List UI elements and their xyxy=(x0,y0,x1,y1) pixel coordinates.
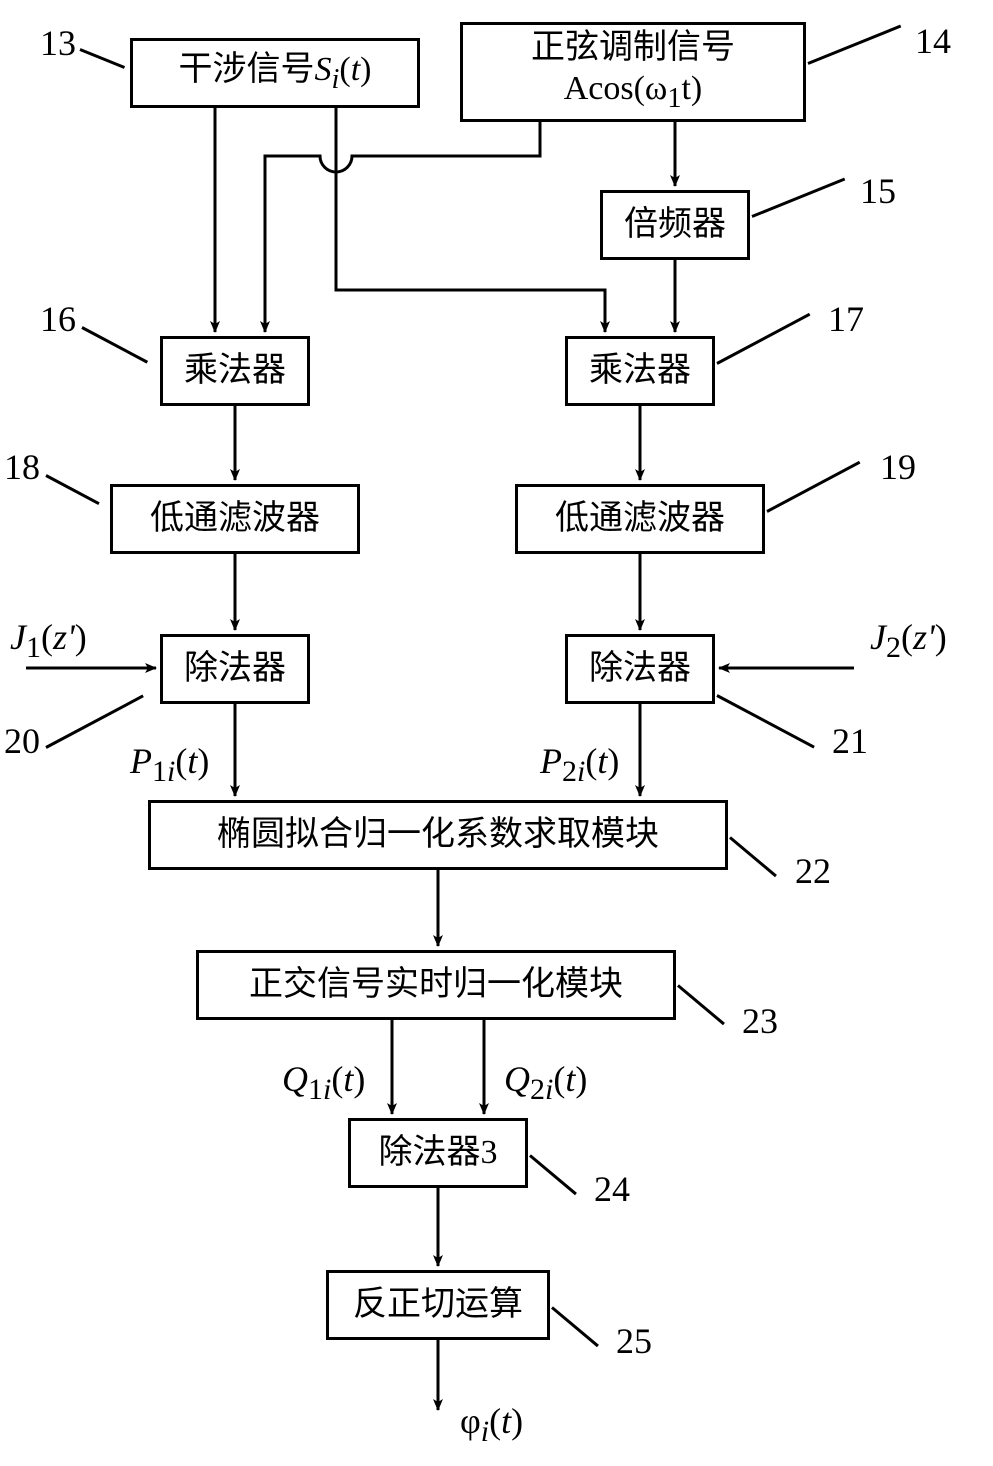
callout-18-line xyxy=(45,474,99,505)
node-15-text: 倍频器 xyxy=(624,205,726,246)
node-divider-1: 除法器 xyxy=(160,634,310,704)
node-arctan: 反正切运算 xyxy=(326,1270,550,1340)
node-normalize: 正交信号实时归一化模块 xyxy=(196,950,676,1020)
label-Q1: Q1i(t) xyxy=(282,1058,365,1107)
callout-21-line xyxy=(716,694,815,748)
node-20-text: 除法器 xyxy=(184,649,286,690)
node-frequency-doubler: 倍频器 xyxy=(600,190,750,260)
callout-13: 13 xyxy=(40,22,76,64)
callout-22-line xyxy=(729,836,777,877)
callout-25: 25 xyxy=(616,1320,652,1362)
callout-14: 14 xyxy=(915,20,951,62)
callout-13-line xyxy=(79,48,125,69)
node-13-text: 干涉信号Si(t) xyxy=(179,50,372,97)
node-multiplier-2: 乘法器 xyxy=(565,336,715,406)
node-ellipse-fit: 椭圆拟合归一化系数求取模块 xyxy=(148,800,728,870)
label-P1: P1i(t) xyxy=(130,740,209,789)
node-14-line1: 正弦调制信号 xyxy=(531,28,735,69)
label-P2: P2i(t) xyxy=(540,740,619,789)
node-17-text: 乘法器 xyxy=(589,351,691,392)
node-divider-2: 除法器 xyxy=(565,634,715,704)
callout-17-line xyxy=(716,313,810,365)
callout-14-line xyxy=(807,25,901,65)
node-lpf-2: 低通滤波器 xyxy=(515,484,765,554)
node-14-line2: Acos(ω1t) xyxy=(564,69,703,116)
node-19-text: 低通滤波器 xyxy=(555,499,725,540)
callout-18: 18 xyxy=(4,446,40,488)
callout-24-line xyxy=(529,1154,577,1195)
node-25-text: 反正切运算 xyxy=(353,1285,523,1326)
node-18-text: 低通滤波器 xyxy=(150,499,320,540)
node-multiplier-1: 乘法器 xyxy=(160,336,310,406)
node-sine-modulation: 正弦调制信号 Acos(ω1t) xyxy=(460,22,806,122)
callout-20: 20 xyxy=(4,720,40,762)
label-J1: J1(z') xyxy=(10,616,87,665)
node-21-text: 除法器 xyxy=(589,649,691,690)
callout-15-line xyxy=(751,178,845,218)
callout-23-line xyxy=(677,984,725,1025)
callout-17: 17 xyxy=(828,298,864,340)
node-24-text: 除法器3 xyxy=(379,1133,498,1174)
node-16-text: 乘法器 xyxy=(184,351,286,392)
callout-16: 16 xyxy=(40,298,76,340)
node-22-text: 椭圆拟合归一化系数求取模块 xyxy=(217,815,659,856)
node-divider-3: 除法器3 xyxy=(348,1118,528,1188)
callout-25-line xyxy=(551,1306,599,1347)
callout-19-line xyxy=(766,461,860,513)
callout-22: 22 xyxy=(795,850,831,892)
label-phi: φi(t) xyxy=(460,1400,523,1449)
callout-19: 19 xyxy=(880,446,916,488)
node-lpf-1: 低通滤波器 xyxy=(110,484,360,554)
callout-16-line xyxy=(81,326,148,363)
label-J2: J2(z') xyxy=(870,616,947,665)
callout-23: 23 xyxy=(742,1000,778,1042)
callout-15: 15 xyxy=(860,170,896,212)
callout-24: 24 xyxy=(594,1168,630,1210)
node-23-text: 正交信号实时归一化模块 xyxy=(249,965,623,1006)
label-Q2: Q2i(t) xyxy=(504,1058,587,1107)
node-interference-signal: 干涉信号Si(t) xyxy=(130,38,420,108)
callout-21: 21 xyxy=(832,720,868,762)
